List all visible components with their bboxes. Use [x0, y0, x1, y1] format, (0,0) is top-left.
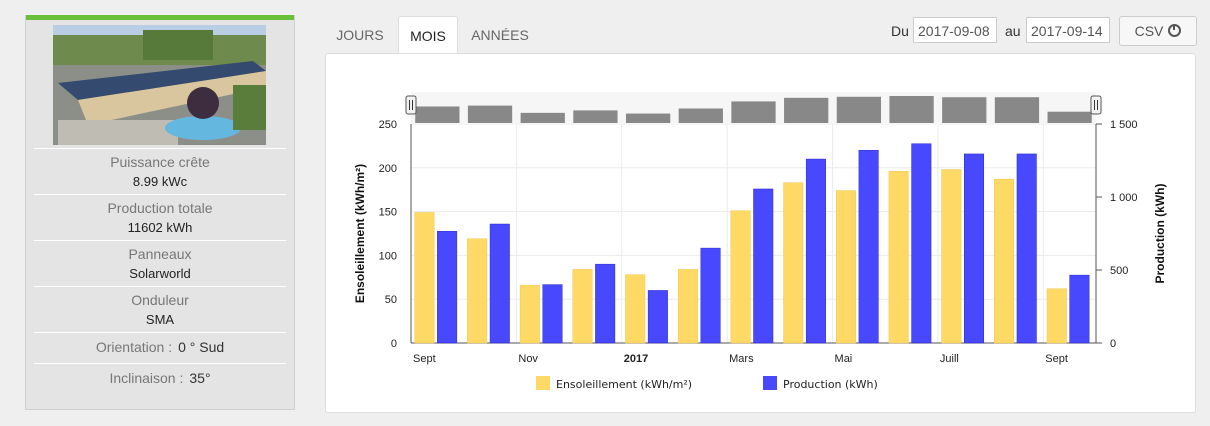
info-row-production: Production totale 11602 kWh	[34, 194, 286, 240]
power-icon	[1168, 24, 1182, 37]
navigator-handle-right[interactable]	[1090, 95, 1102, 115]
bar-production	[1069, 274, 1090, 344]
installation-info-panel: Puissance crête 8.99 kWc Production tota…	[25, 15, 295, 410]
installation-photo	[53, 25, 266, 145]
bar-ensoleillement	[519, 284, 540, 344]
y-axis-tick-label: 100	[379, 250, 397, 262]
bar-ensoleillement	[888, 171, 909, 344]
navigator-bar	[994, 97, 1040, 123]
bar-ensoleillement	[994, 178, 1015, 344]
navigator-bar	[520, 112, 565, 123]
date-from-label: Du	[891, 23, 909, 39]
bar-ensoleillement	[572, 269, 593, 344]
date-to-input[interactable]: 2017-09-14	[1026, 17, 1110, 43]
bar-production	[858, 150, 879, 344]
navigator-bar	[889, 96, 934, 123]
navigator-bar	[731, 101, 776, 123]
legend-item-ensoleillement-label[interactable]: Ensoleillement (kWh/m²)	[556, 378, 692, 391]
y-axis-tick-label: 150	[379, 207, 397, 219]
monthly-chart: 0 50 100 150 200 250 0 500 1 000 1 500 Sept Nov 2017…	[353, 92, 1167, 391]
bar-production	[595, 263, 616, 344]
y-axis-tick-label: 50	[385, 294, 397, 306]
bar-production	[489, 223, 510, 344]
x-axis-tick-label: Nov	[518, 353, 538, 365]
navigator-bar	[573, 110, 618, 123]
tab-mois[interactable]: MOIS	[398, 16, 458, 55]
info-label: Inclinaison :	[109, 370, 184, 386]
bar-production	[1016, 153, 1037, 344]
info-label: Orientation :	[95, 339, 173, 355]
info-value: 11602 kWh	[127, 220, 193, 235]
tab-jours[interactable]: JOURS	[336, 27, 384, 43]
navigator-bar	[784, 97, 829, 123]
info-value: SMA	[145, 312, 175, 327]
x-axis-tick-label: Sept	[1045, 353, 1068, 365]
info-value: Solarworld	[129, 266, 191, 281]
navigator-bar	[836, 96, 882, 123]
x-axis-tick-label: 2017	[624, 353, 648, 365]
info-row-orientation: Orientation : 0 ° Sud	[34, 332, 286, 363]
info-row-panneaux: Panneaux Solarworld	[34, 240, 286, 286]
info-label: Puissance crête	[110, 154, 210, 170]
bar-ensoleillement	[625, 274, 646, 344]
bar-production	[437, 231, 458, 344]
csv-export-button[interactable]: CSV	[1119, 16, 1197, 46]
bar-ensoleillement	[730, 210, 751, 344]
bar-ensoleillement	[835, 190, 856, 344]
date-from-input[interactable]: 2017-09-08	[913, 17, 997, 43]
bar-production	[647, 290, 668, 344]
bar-production	[911, 143, 932, 344]
navigator-bar	[625, 113, 671, 123]
x-axis-tick-label: Mai	[835, 353, 853, 365]
bar-ensoleillement	[414, 212, 435, 344]
y2-axis-title: Production (kWh)	[1153, 184, 1167, 284]
bar-production	[753, 188, 774, 344]
y-axis-tick-label: 200	[379, 163, 397, 175]
bar-ensoleillement	[467, 238, 488, 344]
navigator-bar	[942, 97, 987, 123]
x-axis-tick-label: Sept	[413, 353, 436, 365]
y2-axis-tick-label: 1 500	[1110, 119, 1138, 131]
info-value: 8.99 kWc	[132, 174, 188, 189]
y2-axis-tick-label: 500	[1110, 265, 1128, 277]
y-axis-tick-label: 0	[391, 338, 397, 350]
bar-ensoleillement	[783, 182, 804, 344]
legend-item-ensoleillement-swatch[interactable]	[536, 376, 550, 390]
date-to-label: au	[1005, 23, 1021, 39]
legend-item-production-label[interactable]: Production (kWh)	[783, 378, 878, 391]
bar-ensoleillement	[1046, 288, 1067, 344]
bar-production	[700, 247, 721, 344]
y-axis-tick-label: 250	[379, 119, 397, 131]
navigator-bar	[678, 108, 723, 123]
bar-production	[964, 153, 985, 344]
bar-production	[542, 284, 563, 344]
y2-axis-tick-label: 0	[1110, 338, 1116, 350]
x-axis-tick-label: Mars	[729, 353, 754, 365]
panel-accent-bar	[26, 15, 294, 20]
info-label: Onduleur	[131, 292, 189, 308]
bar-ensoleillement	[677, 269, 698, 344]
chart-panel: 0 50 100 150 200 250 0 500 1 000 1 500 Sept Nov 2017…	[325, 53, 1196, 413]
csv-label: CSV	[1134, 23, 1164, 39]
bar-ensoleillement	[941, 169, 962, 344]
navigator-bar	[467, 105, 513, 123]
navigator-handle-left[interactable]	[405, 95, 417, 115]
info-list: Puissance crête 8.99 kWc Production tota…	[34, 148, 286, 394]
y2-axis-tick-label: 1 000	[1110, 192, 1138, 204]
info-value: 0 ° Sud	[178, 339, 225, 355]
info-row-onduleur: Onduleur SMA	[34, 286, 286, 332]
navigator-bar	[415, 106, 460, 123]
x-axis-tick-label: Juill	[940, 353, 959, 365]
tab-annees[interactable]: ANNÉES	[471, 27, 529, 43]
y-axis-title: Ensoleillement (kWh/m²)	[353, 164, 367, 303]
bar-production	[805, 158, 826, 344]
info-value: 35°	[189, 370, 211, 386]
info-label: Production totale	[107, 200, 213, 216]
info-label: Panneaux	[128, 246, 192, 262]
navigator-bar	[1047, 111, 1092, 123]
legend-item-production-swatch[interactable]	[763, 376, 777, 390]
info-row-inclinaison: Inclinaison : 35°	[34, 363, 286, 394]
info-row-puissance: Puissance crête 8.99 kWc	[34, 148, 286, 194]
